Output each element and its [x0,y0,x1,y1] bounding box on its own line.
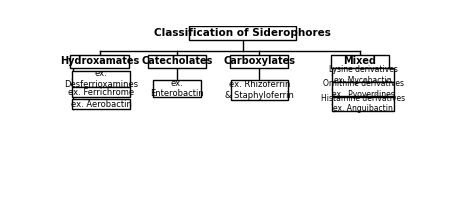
FancyBboxPatch shape [332,68,394,82]
Text: Lysine derivatives
ex. Mycobactin: Lysine derivatives ex. Mycobactin [328,65,398,85]
Text: Classification of Siderophores: Classification of Siderophores [155,28,331,38]
FancyBboxPatch shape [73,99,130,110]
FancyBboxPatch shape [332,97,394,111]
FancyBboxPatch shape [71,55,128,67]
Text: Carboxylates: Carboxylates [223,56,295,66]
Text: ex.
Enterobactin: ex. Enterobactin [150,79,204,98]
FancyBboxPatch shape [148,55,206,67]
FancyBboxPatch shape [230,80,288,100]
FancyBboxPatch shape [332,82,394,96]
FancyBboxPatch shape [230,55,288,67]
Text: Histamine derivatives
ex. Anguibactin: Histamine derivatives ex. Anguibactin [321,94,405,113]
FancyBboxPatch shape [73,71,130,87]
FancyBboxPatch shape [190,26,296,40]
Text: ex. Rhizoferrin
& Staphyloferrin: ex. Rhizoferrin & Staphyloferrin [225,80,293,100]
FancyBboxPatch shape [153,80,201,97]
Text: Ornithine derivatives
ex.  Pyoverdines: Ornithine derivatives ex. Pyoverdines [322,79,403,99]
Text: ex. Ferrichrome: ex. Ferrichrome [68,88,134,97]
Text: Catecholates: Catecholates [141,56,213,66]
Text: Hydroxamates: Hydroxamates [60,56,139,66]
FancyBboxPatch shape [331,55,389,67]
Text: ex. Aerobactin: ex. Aerobactin [71,100,132,109]
FancyBboxPatch shape [73,87,130,97]
Text: ex.
Desferrioxamines: ex. Desferrioxamines [64,69,138,89]
Text: Mixed: Mixed [344,56,376,66]
